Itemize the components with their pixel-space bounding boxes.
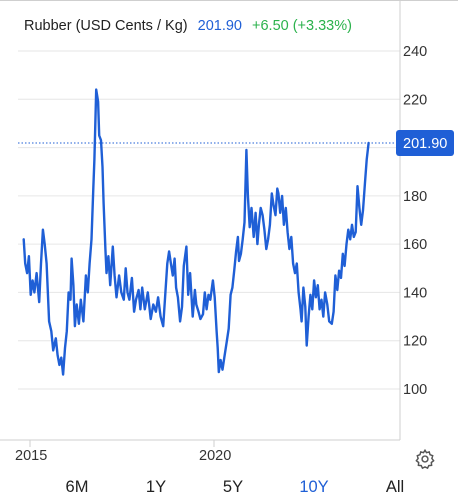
x-tick-label-2020: 2020 bbox=[199, 448, 231, 464]
price-chart[interactable]: 100 120 140 160 180 220 240 2015 2020 201.90 bbox=[0, 0, 458, 472]
range-button-all[interactable]: All bbox=[385, 478, 405, 496]
y-tick-label-240: 240 bbox=[403, 44, 427, 60]
y-tick-label-220: 220 bbox=[403, 92, 427, 108]
y-tick-label-120: 120 bbox=[403, 334, 427, 350]
range-button-5y[interactable]: 5Y bbox=[222, 478, 244, 496]
chart-header: Rubber (USD Cents / Kg) 201.90 +6.50 (+3… bbox=[24, 18, 352, 34]
top-divider bbox=[0, 0, 458, 1]
range-button-10y[interactable]: 10Y bbox=[299, 478, 329, 496]
y-tick-label-180: 180 bbox=[403, 189, 427, 205]
x-tick-label-2015: 2015 bbox=[15, 448, 47, 464]
y-tick-label-140: 140 bbox=[403, 285, 427, 301]
range-button-1y[interactable]: 1Y bbox=[145, 478, 167, 496]
time-range-selector: 6M 1Y 5Y 10Y All bbox=[0, 472, 458, 500]
price-series-line bbox=[22, 88, 370, 376]
commodity-name: Rubber (USD Cents / Kg) bbox=[24, 18, 188, 34]
current-price: 201.90 bbox=[197, 18, 242, 34]
last-price-tag-label: 201.90 bbox=[403, 136, 447, 152]
settings-gear-icon[interactable] bbox=[414, 448, 436, 470]
range-button-6m[interactable]: 6M bbox=[65, 478, 89, 496]
last-price-tag bbox=[396, 129, 454, 156]
y-tick-label-100: 100 bbox=[403, 382, 427, 398]
price-change: +6.50 (+3.33%) bbox=[252, 18, 352, 34]
y-tick-label-160: 160 bbox=[403, 237, 427, 253]
